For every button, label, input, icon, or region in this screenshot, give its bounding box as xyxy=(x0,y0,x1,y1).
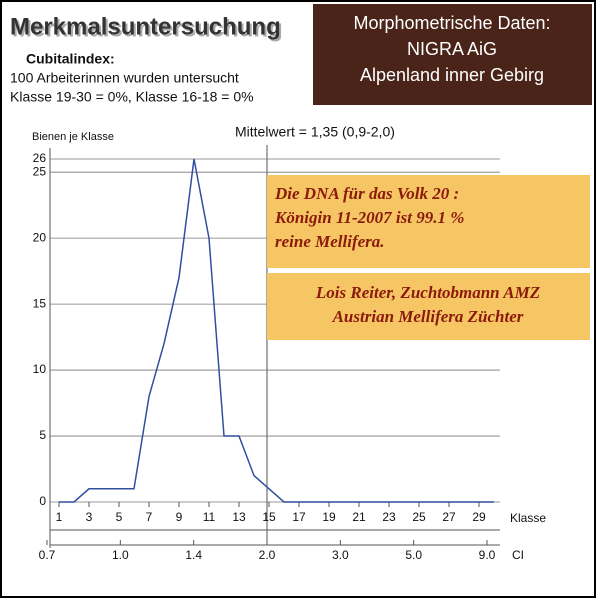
y-tick-label: 5 xyxy=(39,428,46,442)
title-shadow: Merkmalsuntersuchung xyxy=(12,15,283,42)
box-line: Alpenland inner Gebirg xyxy=(360,65,544,85)
annotation-box xyxy=(267,273,590,340)
box-line: NIGRA AiG xyxy=(407,39,497,59)
y-tick-label: 0 xyxy=(39,494,46,508)
y-tick-label: 20 xyxy=(33,230,47,244)
x2-tick-label: 3.0 xyxy=(332,548,349,562)
info-line: Klasse 19-30 = 0%, Klasse 16-18 = 0% xyxy=(10,89,254,105)
x-tick-label: 29 xyxy=(472,510,486,524)
x-tick-label: 1 xyxy=(56,510,63,524)
x2-tick-label: 1.0 xyxy=(112,548,129,562)
y-tick-label: 26 xyxy=(33,151,47,165)
subtitle: Mittelwert = 1,35 (0,9-2,0) xyxy=(235,124,395,140)
title: Merkmalsuntersuchung xyxy=(10,13,281,40)
x-tick-label: 21 xyxy=(352,510,366,524)
x2-tick-label: 9.0 xyxy=(479,548,496,562)
x-tick-label: 5 xyxy=(116,510,123,524)
x-tick-label: 9 xyxy=(176,510,183,524)
annotation-line: reine Mellifera. xyxy=(275,232,385,251)
x-axis-label: Klasse xyxy=(510,511,546,525)
y-tick-label: 25 xyxy=(33,164,47,178)
x-tick-label: 27 xyxy=(442,510,456,524)
info-line: Cubitalindex: xyxy=(26,51,115,67)
box-line: Morphometrische Daten: xyxy=(353,13,550,33)
info-line: 100 Arbeiterinnen wurden untersucht xyxy=(10,70,239,86)
x2-tick-label: 0.7 xyxy=(39,548,56,562)
x2-axis-label: CI xyxy=(512,548,524,562)
data-line xyxy=(59,158,494,503)
x2-tick-label: 5.0 xyxy=(405,548,422,562)
x2-tick-label: 1.4 xyxy=(185,548,202,562)
x-tick-label: 11 xyxy=(203,510,216,524)
header-box xyxy=(313,4,592,105)
x-tick-label: 7 xyxy=(146,510,153,524)
x-tick-label: 25 xyxy=(412,510,426,524)
x-tick-label: 15 xyxy=(262,510,276,524)
annotation-line: Lois Reiter, Zuchtobmann AMZ xyxy=(315,283,540,302)
x-tick-label: 13 xyxy=(232,510,246,524)
y-tick-label: 15 xyxy=(33,296,47,310)
x-tick-label: 3 xyxy=(86,510,93,524)
annotation-line: Austrian Mellifera Züchter xyxy=(332,307,524,326)
x-tick-label: 23 xyxy=(382,510,396,524)
y-axis-label: Bienen je Klasse xyxy=(32,131,114,143)
annotation-line: Königin 11-2007 ist 99.1 % xyxy=(274,208,464,227)
annotation-box xyxy=(267,175,590,268)
y-tick-label: 10 xyxy=(33,362,47,376)
x-tick-label: 17 xyxy=(292,510,306,524)
annotation-line: Die DNA für das Volk 20 : xyxy=(274,184,459,203)
x2-tick-label: 2.0 xyxy=(259,548,276,562)
x-tick-label: 19 xyxy=(322,510,336,524)
